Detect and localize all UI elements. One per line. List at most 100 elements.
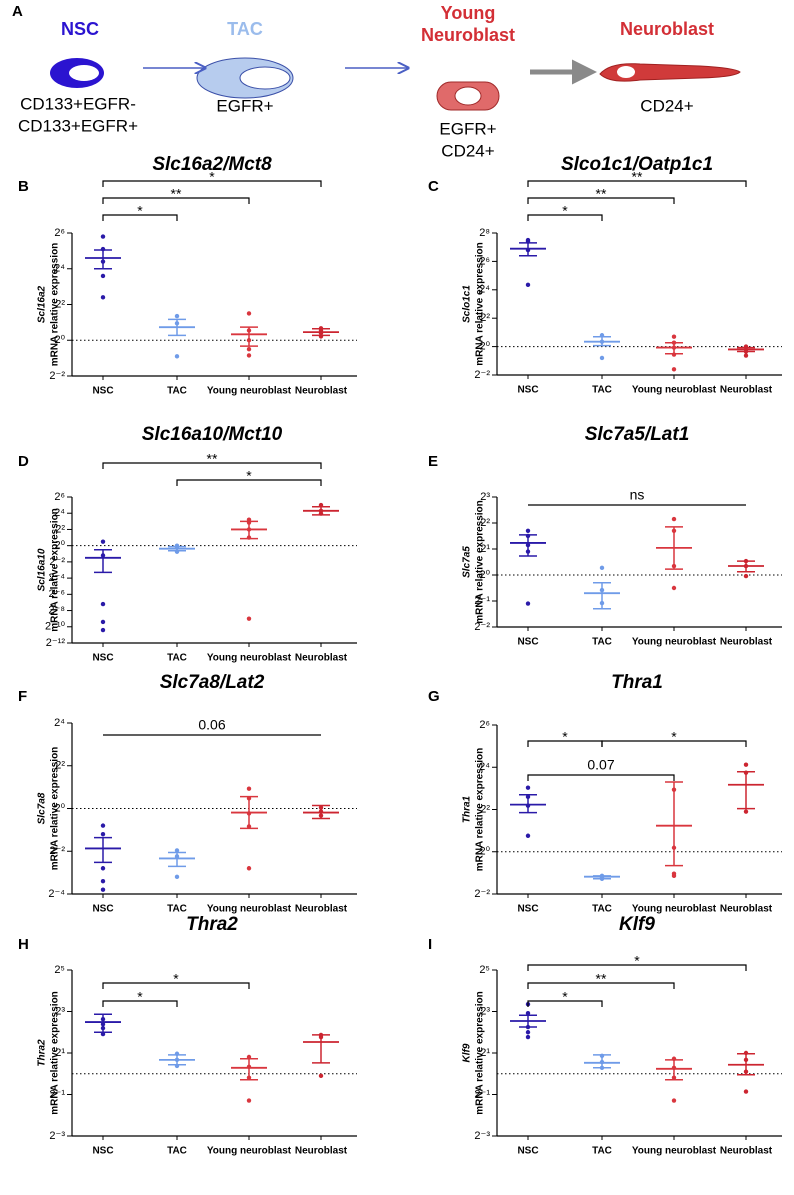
x-tick-label: Young neuroblast bbox=[207, 386, 292, 397]
data-point bbox=[671, 516, 677, 522]
significance-label: 0.07 bbox=[587, 757, 614, 773]
y-tick-label: 2⁵ bbox=[479, 964, 490, 976]
data-point bbox=[100, 295, 106, 300]
data-point bbox=[246, 1098, 252, 1103]
data-point bbox=[246, 353, 252, 358]
chart-title: Slc16a10/Mct10 bbox=[142, 424, 283, 445]
y-axis-gene: Slc7a5 bbox=[462, 546, 473, 578]
significance-label: ** bbox=[171, 186, 182, 202]
panel-label: F bbox=[18, 688, 27, 705]
y-tick-label: 2⁶ bbox=[54, 491, 65, 503]
data-point bbox=[525, 282, 531, 288]
chart-panel: C Slco1c1/Oatp1c1 Sclo1c1 mRNA relative exp… bbox=[428, 154, 782, 396]
significance-label: 0.06 bbox=[198, 717, 225, 733]
data-point bbox=[174, 354, 180, 359]
neuroblast-cell bbox=[599, 63, 741, 82]
y-tick-label: 2⁻¹ bbox=[474, 1088, 490, 1100]
significance-bracket bbox=[102, 180, 322, 187]
panel-label: G bbox=[428, 688, 440, 705]
data-point bbox=[671, 585, 677, 591]
data-point bbox=[246, 616, 252, 621]
stage-name: TAC bbox=[227, 19, 263, 39]
y-tick-label: 2⁻³ bbox=[49, 1130, 65, 1142]
significance-label: * bbox=[137, 989, 143, 1005]
data-point bbox=[525, 1010, 531, 1016]
y-tick-label: 2² bbox=[55, 298, 65, 310]
y-tick-label: 2⁰ bbox=[54, 802, 65, 814]
y-axis-gene: Slc7a8 bbox=[37, 792, 48, 824]
data-point bbox=[174, 848, 180, 853]
y-tick-label: 2⁻² bbox=[474, 621, 490, 633]
x-tick-label: Neuroblast bbox=[720, 1146, 773, 1157]
marker-label: CD133+EGFR+ bbox=[18, 116, 138, 135]
significance-label: * bbox=[137, 203, 143, 219]
significance-bracket bbox=[527, 1000, 603, 1007]
data-point bbox=[174, 313, 180, 319]
data-point bbox=[525, 601, 531, 606]
y-tick-label: 2² bbox=[480, 517, 490, 529]
significance-label: ** bbox=[596, 971, 607, 987]
significance-bracket bbox=[102, 214, 178, 221]
significance-label: * bbox=[634, 953, 640, 969]
data-point bbox=[246, 786, 252, 791]
marker-label: EGFR+ bbox=[439, 119, 496, 138]
nucleus bbox=[454, 86, 482, 106]
panel-label: D bbox=[18, 453, 29, 470]
y-axis-label: mRNA relative expression bbox=[50, 991, 61, 1115]
y-axis-gene: Klf9 bbox=[462, 1043, 473, 1062]
y-tick-label: 2⁻⁶ bbox=[49, 588, 65, 600]
y-tick-label: 2⁻² bbox=[49, 370, 65, 382]
nucleus bbox=[69, 65, 99, 81]
significance-label: ** bbox=[632, 169, 643, 185]
x-tick-label: NSC bbox=[517, 1146, 538, 1157]
marker-label: CD24+ bbox=[441, 141, 494, 160]
y-axis-label: mRNA relative expression bbox=[50, 747, 61, 871]
y-tick-label: 2³ bbox=[480, 1005, 490, 1017]
x-tick-label: NSC bbox=[92, 386, 113, 397]
significance-bracket bbox=[102, 1000, 178, 1007]
nucleus bbox=[617, 66, 635, 78]
x-tick-label: NSC bbox=[517, 904, 538, 915]
data-point bbox=[525, 1030, 531, 1035]
x-tick-label: TAC bbox=[592, 1146, 612, 1157]
y-tick-label: 2³ bbox=[480, 491, 490, 503]
y-axis-gene: Scl16a2 bbox=[37, 285, 48, 323]
x-tick-label: Young neuroblast bbox=[207, 653, 292, 664]
data-point bbox=[525, 528, 531, 533]
y-axis-gene: Thra1 bbox=[462, 795, 473, 823]
x-tick-label: TAC bbox=[592, 904, 612, 915]
data-point bbox=[671, 334, 677, 339]
panel-label: H bbox=[18, 936, 29, 953]
x-tick-label: TAC bbox=[167, 904, 187, 915]
y-tick-label: 2⁻⁴ bbox=[48, 572, 65, 584]
data-point bbox=[525, 1034, 531, 1040]
y-tick-label: 2⁻¹ bbox=[49, 1088, 65, 1100]
data-point bbox=[100, 823, 106, 828]
x-tick-label: TAC bbox=[167, 653, 187, 664]
x-tick-label: Neuroblast bbox=[720, 637, 773, 648]
y-axis-label: mRNA relative expression bbox=[50, 243, 61, 367]
y-tick-label: 2⁻² bbox=[474, 888, 490, 900]
chart-title: Thra2 bbox=[186, 914, 238, 935]
x-tick-label: Neuroblast bbox=[295, 386, 348, 397]
y-tick-label: 2¹ bbox=[480, 1047, 490, 1059]
data-point bbox=[246, 311, 252, 316]
data-point bbox=[743, 809, 749, 814]
significance-bracket bbox=[102, 462, 322, 469]
x-tick-label: Young neuroblast bbox=[207, 1146, 292, 1157]
y-tick-label: 2⁴ bbox=[54, 507, 65, 519]
significance-label: * bbox=[562, 729, 568, 745]
chart-title: Slc7a5/Lat1 bbox=[585, 424, 690, 445]
data-point bbox=[671, 367, 677, 372]
x-tick-label: Young neuroblast bbox=[632, 1146, 717, 1157]
x-tick-label: Neuroblast bbox=[720, 385, 773, 396]
data-point bbox=[100, 866, 106, 871]
y-tick-label: 2⁻¹² bbox=[46, 637, 66, 649]
data-point bbox=[525, 785, 531, 790]
y-axis-label: mRNA relative expression bbox=[475, 500, 486, 624]
data-point bbox=[100, 619, 106, 625]
x-tick-label: TAC bbox=[592, 637, 612, 648]
y-tick-label: 2⁴ bbox=[479, 761, 490, 773]
x-tick-label: Young neuroblast bbox=[632, 904, 717, 915]
